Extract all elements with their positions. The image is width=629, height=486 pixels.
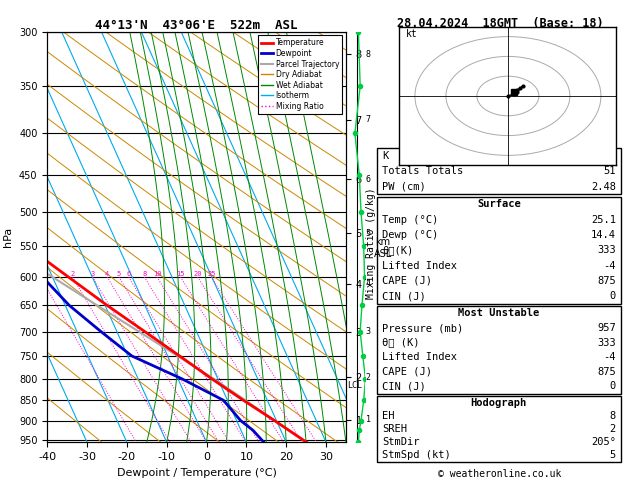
Text: 5: 5 xyxy=(117,271,121,277)
Text: Surface: Surface xyxy=(477,199,521,209)
Text: -4: -4 xyxy=(603,352,616,362)
Text: Temp (°C): Temp (°C) xyxy=(382,215,438,225)
Text: Hodograph: Hodograph xyxy=(470,398,527,408)
Text: 5: 5 xyxy=(610,450,616,460)
Text: 25.1: 25.1 xyxy=(591,215,616,225)
Text: 875: 875 xyxy=(597,367,616,377)
Text: 28: 28 xyxy=(603,151,616,161)
Text: 2.48: 2.48 xyxy=(591,182,616,191)
Text: 8: 8 xyxy=(366,50,371,59)
Text: Dewp (°C): Dewp (°C) xyxy=(382,230,438,240)
Text: 2: 2 xyxy=(366,373,371,382)
Bar xyxy=(377,197,621,304)
Text: 8: 8 xyxy=(610,411,616,421)
Text: SREH: SREH xyxy=(382,424,407,434)
Text: 25: 25 xyxy=(207,271,216,277)
Text: 3: 3 xyxy=(366,327,371,336)
Text: 1: 1 xyxy=(366,415,371,424)
Legend: Temperature, Dewpoint, Parcel Trajectory, Dry Adiabat, Wet Adiabat, Isotherm, Mi: Temperature, Dewpoint, Parcel Trajectory… xyxy=(258,35,342,114)
Text: CAPE (J): CAPE (J) xyxy=(382,367,431,377)
Text: 0: 0 xyxy=(610,291,616,301)
Text: 28.04.2024  18GMT  (Base: 18): 28.04.2024 18GMT (Base: 18) xyxy=(397,17,603,30)
Text: LCL: LCL xyxy=(347,381,362,390)
Text: Pressure (mb): Pressure (mb) xyxy=(382,323,463,333)
Text: Lifted Index: Lifted Index xyxy=(382,352,457,362)
Bar xyxy=(377,306,621,394)
Text: 2: 2 xyxy=(70,271,75,277)
Text: 7: 7 xyxy=(366,115,371,124)
Text: Most Unstable: Most Unstable xyxy=(458,309,540,318)
Text: 333: 333 xyxy=(597,245,616,255)
Text: 0: 0 xyxy=(610,382,616,391)
Text: kt: kt xyxy=(406,29,418,38)
Text: 5: 5 xyxy=(366,228,371,238)
Text: 14.4: 14.4 xyxy=(591,230,616,240)
Bar xyxy=(377,396,621,462)
Text: StmDir: StmDir xyxy=(382,437,420,447)
Text: 10: 10 xyxy=(153,271,161,277)
Text: 3: 3 xyxy=(91,271,94,277)
Text: 205°: 205° xyxy=(591,437,616,447)
Title: 44°13'N  43°06'E  522m  ASL: 44°13'N 43°06'E 522m ASL xyxy=(96,18,298,32)
Text: 333: 333 xyxy=(597,338,616,347)
Y-axis label: hPa: hPa xyxy=(3,227,13,247)
Text: 6: 6 xyxy=(126,271,131,277)
Text: K: K xyxy=(382,151,388,161)
Text: 51: 51 xyxy=(603,166,616,176)
Text: CAPE (J): CAPE (J) xyxy=(382,276,431,286)
Text: 957: 957 xyxy=(597,323,616,333)
Text: θᴄ(K): θᴄ(K) xyxy=(382,245,413,255)
Text: Mixing Ratio (g/kg): Mixing Ratio (g/kg) xyxy=(366,187,376,299)
X-axis label: Dewpoint / Temperature (°C): Dewpoint / Temperature (°C) xyxy=(116,468,277,478)
Text: 875: 875 xyxy=(597,276,616,286)
Text: -4: -4 xyxy=(603,260,616,271)
Text: θᴄ (K): θᴄ (K) xyxy=(382,338,420,347)
Text: 4: 4 xyxy=(105,271,109,277)
Text: Totals Totals: Totals Totals xyxy=(382,166,463,176)
Text: PW (cm): PW (cm) xyxy=(382,182,426,191)
Text: 6: 6 xyxy=(366,174,371,184)
Text: 15: 15 xyxy=(176,271,185,277)
Text: Lifted Index: Lifted Index xyxy=(382,260,457,271)
Text: EH: EH xyxy=(382,411,394,421)
Bar xyxy=(377,148,621,194)
Text: CIN (J): CIN (J) xyxy=(382,291,426,301)
Text: 8: 8 xyxy=(142,271,147,277)
Text: 4: 4 xyxy=(366,279,371,289)
Text: CIN (J): CIN (J) xyxy=(382,382,426,391)
Text: 20: 20 xyxy=(193,271,202,277)
Text: StmSpd (kt): StmSpd (kt) xyxy=(382,450,450,460)
Text: 2: 2 xyxy=(610,424,616,434)
Text: © weatheronline.co.uk: © weatheronline.co.uk xyxy=(438,469,562,479)
Y-axis label: km
ASL: km ASL xyxy=(374,237,392,259)
